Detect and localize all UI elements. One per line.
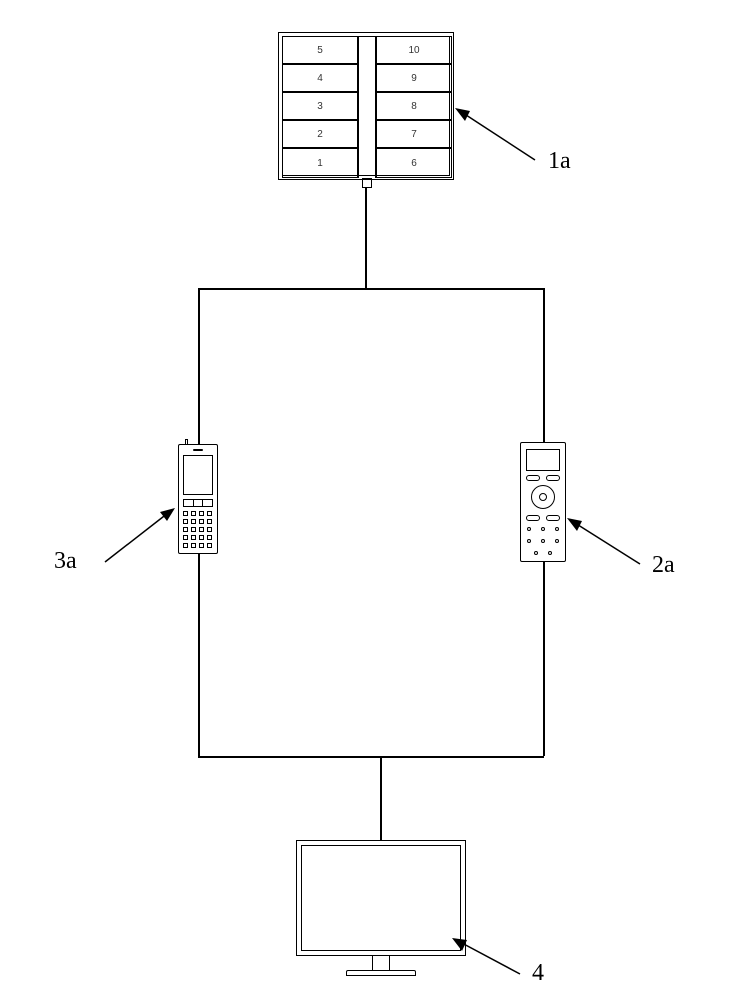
shaft-door — [362, 178, 372, 188]
wire-split — [198, 288, 544, 290]
floor-5: 5 — [282, 36, 358, 64]
phone-key — [199, 535, 204, 540]
phone-key — [199, 527, 204, 532]
floor-1: 1 — [282, 148, 358, 178]
phone-earpiece — [193, 449, 203, 451]
building-unit: 5 4 3 2 1 10 9 8 7 6 — [278, 32, 454, 180]
floor-2: 2 — [282, 120, 358, 148]
phone-key — [207, 543, 212, 548]
wire-right-top — [543, 288, 545, 442]
meter-port — [527, 527, 531, 531]
phone-key — [191, 543, 196, 548]
floor-4: 4 — [282, 64, 358, 92]
label-3a: 3a — [54, 548, 77, 575]
floor-label: 3 — [317, 101, 323, 112]
phone-key — [199, 543, 204, 548]
meter-port — [541, 539, 545, 543]
phone-key — [183, 519, 188, 524]
phone-key — [191, 511, 196, 516]
meter-btn — [526, 515, 540, 521]
floor-8: 8 — [376, 92, 452, 120]
wire-bottom — [380, 756, 382, 840]
label-2a: 2a — [652, 552, 675, 579]
floor-7: 7 — [376, 120, 452, 148]
label-1a: 1a — [548, 148, 571, 175]
wire-top — [365, 188, 367, 288]
monitor-inner — [301, 845, 461, 951]
floor-label: 8 — [411, 101, 417, 112]
meter-device — [520, 442, 566, 562]
wire-left-top — [198, 288, 200, 444]
phone-key — [199, 511, 204, 516]
wire-left-bot — [198, 554, 200, 756]
phone-key — [191, 519, 196, 524]
wire-right-bot — [543, 562, 545, 756]
phone-key — [207, 511, 212, 516]
floor-label: 2 — [317, 129, 323, 140]
phone-key — [183, 527, 188, 532]
floor-label: 4 — [317, 73, 323, 84]
floor-label: 9 — [411, 73, 417, 84]
monitor-neck — [372, 956, 390, 970]
meter-btn — [546, 475, 560, 481]
meter-screen — [526, 449, 560, 471]
meter-port — [527, 539, 531, 543]
phone-key — [207, 527, 212, 532]
system-diagram: 5 4 3 2 1 10 9 8 7 6 — [0, 0, 756, 1000]
meter-dial-center — [539, 493, 547, 501]
meter-port — [555, 527, 559, 531]
phone-key — [207, 535, 212, 540]
phone-screen — [183, 455, 213, 495]
meter-port — [541, 527, 545, 531]
meter-port — [534, 551, 538, 555]
label-4: 4 — [532, 960, 544, 987]
mobile-device — [178, 444, 218, 554]
elevator-shaft — [358, 36, 376, 178]
floor-label: 7 — [411, 129, 417, 140]
floor-9: 9 — [376, 64, 452, 92]
floor-6: 6 — [376, 148, 452, 178]
meter-port — [548, 551, 552, 555]
phone-key — [191, 535, 196, 540]
meter-btn — [526, 475, 540, 481]
floor-3: 3 — [282, 92, 358, 120]
phone-key — [207, 519, 212, 524]
phone-nav-center — [193, 499, 203, 507]
phone-key — [191, 527, 196, 532]
floor-label: 1 — [317, 158, 323, 169]
wire-join — [198, 756, 544, 758]
monitor — [296, 840, 466, 956]
monitor-base — [346, 970, 416, 976]
phone-key — [199, 519, 204, 524]
phone-key — [183, 535, 188, 540]
meter-btn — [546, 515, 560, 521]
phone-key — [183, 511, 188, 516]
floor-label: 10 — [408, 45, 419, 56]
meter-port — [555, 539, 559, 543]
phone-antenna — [185, 439, 188, 445]
floor-label: 6 — [411, 158, 417, 169]
phone-key — [183, 543, 188, 548]
floor-10: 10 — [376, 36, 452, 64]
floor-label: 5 — [317, 45, 323, 56]
